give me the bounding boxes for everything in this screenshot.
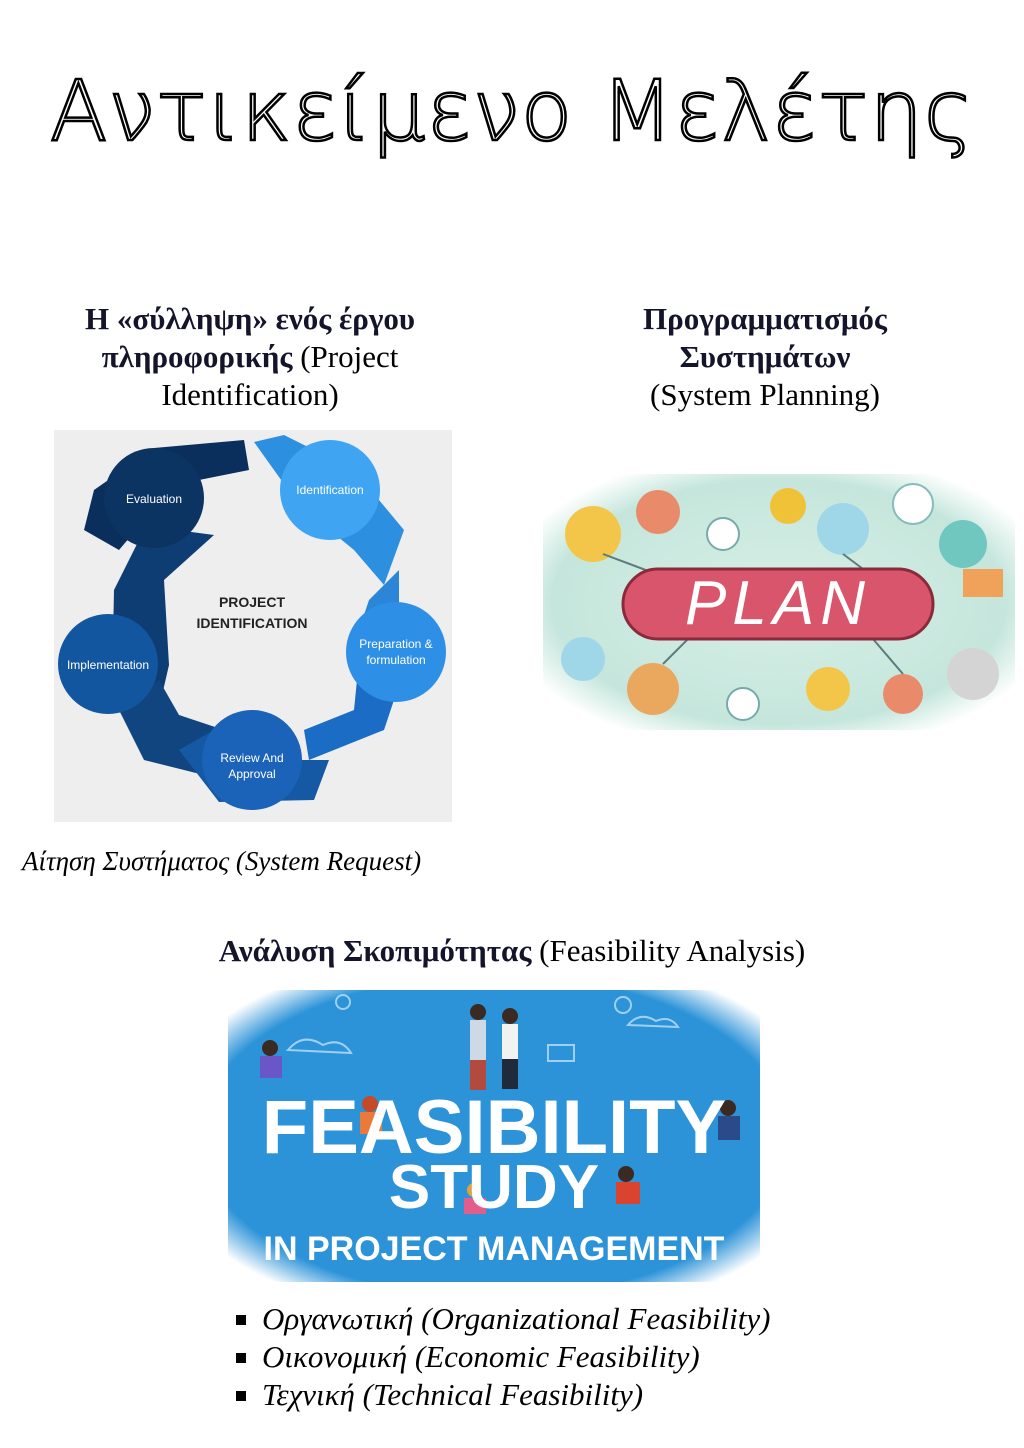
page-title: Αντικείμενο Μελέτης <box>49 61 975 162</box>
plan-decor-icons <box>561 483 1003 721</box>
banner-line-3: IN PROJECT MANAGEMENT <box>264 1230 725 1268</box>
system-request-caption: Αίτηση Συστήματος (System Request) <box>22 846 422 876</box>
evaluation-node <box>104 448 204 548</box>
identification-heading-bold: Η «σύλληψη» ενός έργου πληροφορικής <box>85 301 415 374</box>
identification-label: Identification <box>296 483 363 497</box>
list-item: Οικονομική (Economic Feasibility) <box>232 1338 770 1376</box>
review-node <box>202 710 302 810</box>
preparation-label-1: Preparation & <box>359 637 432 651</box>
feasibility-heading-bold: Ανάλυση Σκοπιμότητας <box>218 933 532 968</box>
planning-heading-rest: (System Planning) <box>650 377 880 412</box>
review-label-1: Review And <box>220 751 283 765</box>
list-item: Τεχνική (Technical Feasibility) <box>232 1376 770 1414</box>
banner-decor <box>285 994 680 1062</box>
evaluation-label: Evaluation <box>126 492 182 506</box>
plan-word: PLAN <box>685 569 871 638</box>
planning-heading-bold: Προγραμματισμός Συστημάτων <box>643 301 887 374</box>
project-identification-diagram: Evaluation Identification Preparation & … <box>54 430 452 822</box>
identification-node <box>280 440 380 540</box>
feasibility-heading-rest: (Feasibility Analysis) <box>531 933 806 968</box>
identification-heading: Η «σύλληψη» ενός έργου πληροφορικής (Pro… <box>40 300 460 414</box>
identification-heading-rest: (Project Identification) <box>161 339 399 412</box>
planning-heading: Προγραμματισμός Συστημάτων (System Plann… <box>560 300 970 414</box>
banner-line-1: FEASIBILITY <box>262 1085 726 1170</box>
feasibility-heading: Ανάλυση Σκοπιμότητας (Feasibility Analys… <box>0 932 1024 970</box>
preparation-label-2: formulation <box>366 653 425 667</box>
diagram-center-label-1: PROJECT <box>219 594 286 610</box>
review-label-2: Approval <box>228 767 275 781</box>
implementation-node <box>58 614 158 714</box>
diagram-center-label-2: IDENTIFICATION <box>197 615 308 631</box>
people-illustrations <box>260 1004 740 1214</box>
feasibility-banner: FEASIBILITY STUDY IN PROJECT MANAGEMENT <box>228 990 760 1282</box>
feasibility-types-list: Οργανωτική (Organizational Feasibility) … <box>232 1300 770 1414</box>
banner-line-2: STUDY <box>389 1153 599 1222</box>
plan-banner <box>621 567 935 641</box>
list-item: Οργανωτική (Organizational Feasibility) <box>232 1300 770 1338</box>
preparation-node <box>346 602 446 702</box>
implementation-label: Implementation <box>67 658 149 672</box>
plan-illustration: PLAN <box>543 474 1015 730</box>
